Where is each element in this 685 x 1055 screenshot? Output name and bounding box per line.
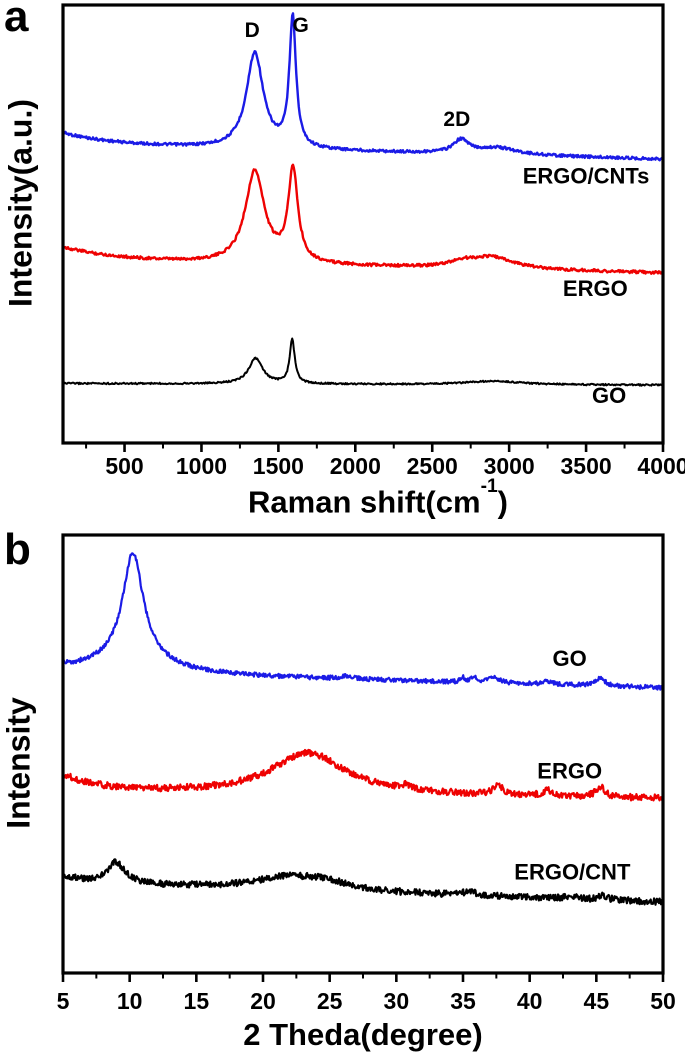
raman-y-axis-title: Intensity(a.u.): [2, 98, 39, 308]
x-tick-label: 5: [57, 988, 70, 1014]
curve-label: GO: [592, 383, 626, 408]
x-tick-label: 35: [450, 988, 476, 1014]
x-tick-label: 3000: [484, 453, 535, 479]
peak-annotation: G: [293, 14, 309, 37]
series-go: [62, 337, 664, 387]
curve-label: ERGO: [563, 276, 628, 301]
curve-label: ERGO: [537, 759, 602, 784]
xrd-x-axis-title: 2 Theda(degree): [63, 1019, 663, 1050]
x-tick-label: 2500: [407, 453, 458, 479]
curve-label: GO: [553, 646, 587, 671]
x-tick-label: 1500: [253, 453, 304, 479]
x-tick-label: 20: [250, 988, 276, 1014]
x-tick-label: 25: [317, 988, 343, 1014]
plot-border: [61, 3, 665, 445]
plot-border: [61, 533, 665, 975]
x-tick-label: 45: [584, 988, 610, 1014]
series-go: [61, 552, 665, 691]
peak-annotation: 2D: [443, 108, 470, 131]
raman-x-title-superscript: -1: [480, 476, 498, 498]
curve-label: ERGO/CNTs: [523, 164, 650, 189]
raman-x-title-close: ): [497, 484, 508, 520]
raman-spectra-plot: 500 1000 1500 2000 2500 3000 3500 4000 ERGO/CNTs…: [61, 3, 685, 479]
raman-x-axis-title: Raman shift(cm-1): [63, 477, 685, 520]
x-tick-label: 30: [384, 988, 410, 1014]
series-ergo-cnts: [61, 12, 665, 162]
x-tick-label: 50: [650, 988, 676, 1014]
x-tick-label: 10: [117, 988, 143, 1014]
series-ergo: [61, 748, 665, 802]
xrd-x-title-text: 2 Theda(degree): [243, 1017, 483, 1052]
xrd-pattern-plot: 5 10 15 20 25 30 35 40 45 50 GO ERGO ERGO/CNT: [57, 533, 676, 1014]
x-tick-label: 4000: [637, 453, 685, 479]
xrd-y-axis-title: Intensity: [0, 697, 37, 829]
curve-label: ERGO/CNT: [514, 859, 631, 884]
series-ergo: [61, 163, 665, 275]
x-tick-label: 15: [184, 988, 210, 1014]
x-tick-label: 2000: [330, 453, 381, 479]
panel-b-letter: b: [4, 525, 31, 574]
x-tick-label: 500: [105, 453, 143, 479]
x-tick-label: 1000: [176, 453, 227, 479]
x-tick-label: 3500: [560, 453, 611, 479]
peak-annotation: D: [245, 19, 260, 42]
x-tick-label: 40: [517, 988, 543, 1014]
series-ergo-cnt: [61, 858, 665, 906]
panel-a-letter: a: [4, 0, 29, 41]
raman-x-title-text: Raman shift(cm: [248, 484, 481, 520]
